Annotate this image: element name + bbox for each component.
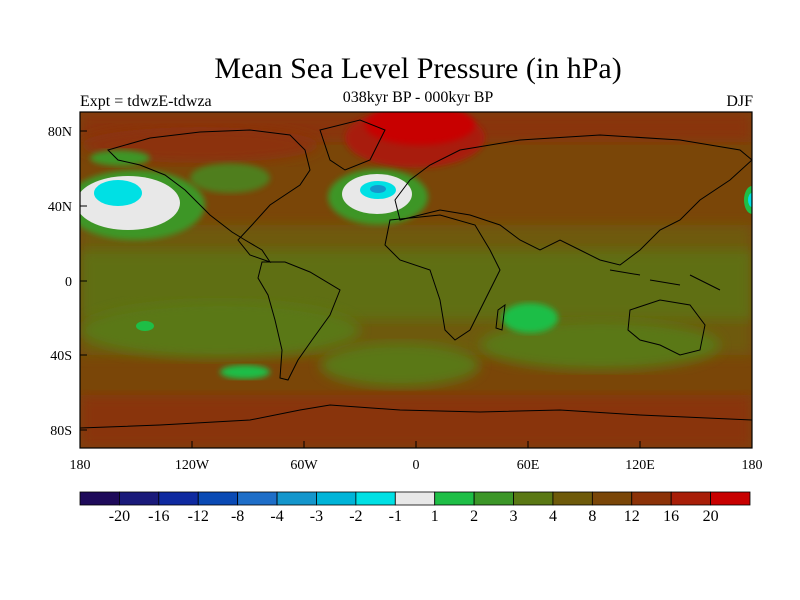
colorbar-swatch (197, 491, 239, 506)
colorbar-label: 1 (431, 508, 439, 525)
lat-tick-label: 0 (65, 275, 72, 290)
colorbar-swatch (276, 491, 317, 506)
colorbar-swatch (355, 491, 396, 506)
colorbar-swatch (513, 491, 554, 506)
colorbar-swatch (473, 491, 514, 506)
coastlines (80, 119, 752, 429)
lat-tick-label: 80S (50, 424, 72, 439)
colorbar: -20 -16 -12 -8 -4 -3 -2 -1 1 2 3 4 8 12 16 20 (79, 491, 751, 525)
colorbar-swatch (316, 491, 357, 506)
lon-tick-label: 180 (742, 458, 763, 473)
colorbar-label: -1 (389, 508, 402, 525)
colorbar-label: 8 (588, 508, 596, 525)
colorbar-label: -20 (109, 508, 130, 525)
colorbar-swatch (552, 491, 593, 506)
colorbar-swatch (631, 491, 672, 506)
colorbar-label: 4 (549, 508, 557, 525)
lon-tick-label: 60E (517, 458, 540, 473)
lat-tick-label: 80N (48, 125, 72, 140)
season-label: DJF (726, 93, 753, 110)
map-title: Mean Sea Level Pressure (in hPa) (214, 52, 622, 85)
colorbar-label: -12 (188, 508, 209, 525)
colorbar-label: -16 (148, 508, 169, 525)
lat-tick-label: 40S (50, 349, 72, 364)
colorbar-swatch (237, 491, 278, 506)
lat-axis: 80N 40N 0 40S 80S (48, 125, 87, 439)
colorbar-label: 20 (703, 508, 719, 525)
colorbar-label: -8 (231, 508, 244, 525)
colorbar-swatch (79, 491, 120, 506)
colorbar-label: 16 (663, 508, 679, 525)
colorbar-swatch (434, 491, 475, 506)
colorbar-swatch (670, 491, 711, 506)
colorbar-swatch (394, 491, 436, 506)
colorbar-label: -4 (270, 508, 283, 525)
pressure-field (80, 112, 752, 448)
colorbar-label: 12 (624, 508, 640, 525)
colorbar-label: -3 (310, 508, 323, 525)
lon-tick-label: 60W (290, 458, 318, 473)
lon-axis: 180 120W 60W 0 60E 120E 180 (70, 441, 763, 473)
colorbar-swatch (591, 491, 633, 506)
colorbar-label: 3 (510, 508, 518, 525)
colorbar-swatch (158, 491, 199, 506)
colorbar-label: 2 (470, 508, 478, 525)
colorbar-swatch (710, 491, 751, 506)
lon-tick-label: 120W (175, 458, 210, 473)
colorbar-swatch (119, 491, 160, 506)
experiment-label: Expt = tdwzE-tdwza (80, 93, 212, 110)
lon-tick-label: 120E (625, 458, 655, 473)
lon-tick-label: 0 (413, 458, 420, 473)
lat-tick-label: 40N (48, 200, 72, 215)
colorbar-label: -2 (349, 508, 362, 525)
period-label: 038kyr BP - 000kyr BP (342, 89, 494, 106)
lon-tick-label: 180 (70, 458, 91, 473)
